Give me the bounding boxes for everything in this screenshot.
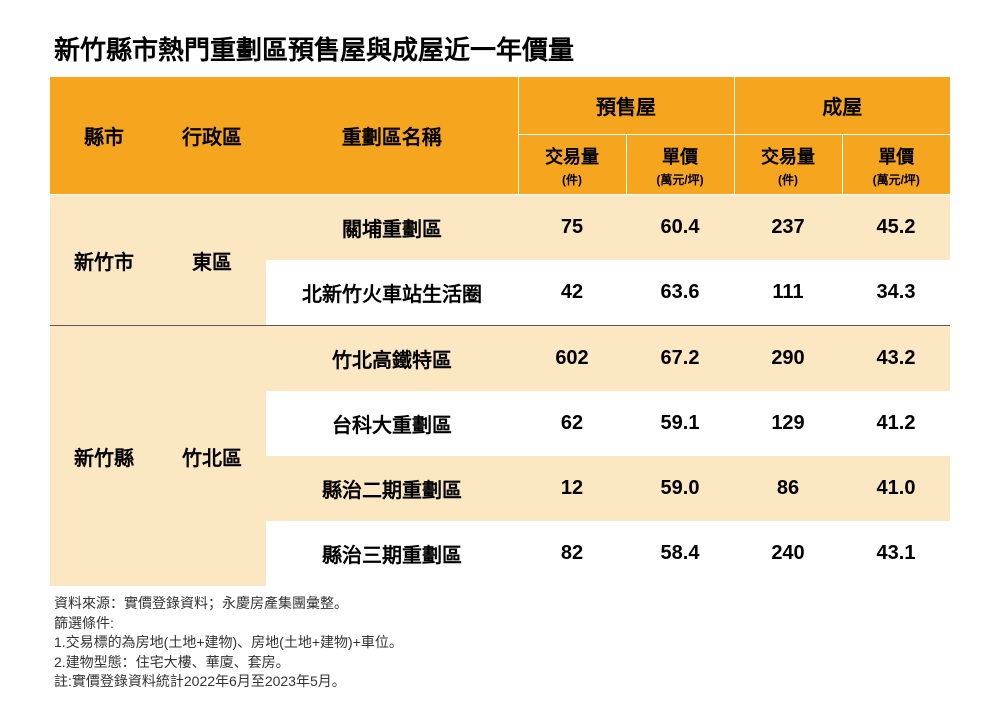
th-district: 行政區 — [158, 77, 266, 195]
cell-presale-price: 63.6 — [626, 260, 734, 326]
cell-zone: 竹北高鐵特區 — [266, 326, 518, 392]
cell-district: 東區 — [158, 195, 266, 326]
cell-zone: 縣治三期重劃區 — [266, 521, 518, 586]
footer-source: 資料來源：實價登錄資料；永慶房產集團彙整。 — [54, 594, 950, 614]
th-presale-price: 單價 (萬元/坪) — [626, 135, 734, 195]
page-title: 新竹縣市熱門重劃區預售屋與成屋近一年價量 — [54, 30, 950, 67]
cell-presale-volume: 82 — [518, 521, 626, 586]
footer-filter-title: 篩選條件: — [54, 614, 950, 634]
cell-presale-price: 59.0 — [626, 456, 734, 521]
th-label: 交易量 — [761, 147, 815, 167]
cell-built-volume: 86 — [734, 456, 842, 521]
cell-presale-price: 67.2 — [626, 326, 734, 392]
footer-note: 註:實價登錄資料統計2022年6月至2023年5月。 — [54, 672, 950, 692]
footer: 資料來源：實價登錄資料；永慶房產集團彙整。 篩選條件: 1.交易標的為房地(土地… — [50, 594, 950, 692]
th-label: 交易量 — [545, 147, 599, 167]
data-table: 縣市 行政區 重劃區名稱 預售屋 成屋 交易量 (件) 單價 (萬元/坪) 交易… — [50, 77, 950, 586]
cell-built-price: 43.2 — [842, 326, 950, 392]
th-built-volume: 交易量 (件) — [734, 135, 842, 195]
th-built-group: 成屋 — [734, 77, 950, 135]
th-unit: (件) — [523, 171, 622, 188]
cell-zone: 北新竹火車站生活圈 — [266, 260, 518, 326]
th-zone: 重劃區名稱 — [266, 77, 518, 195]
cell-presale-volume: 12 — [518, 456, 626, 521]
footer-filter2: 2.建物型態：住宅大樓、華廈、套房。 — [54, 653, 950, 673]
cell-built-volume: 129 — [734, 391, 842, 456]
th-label: 單價 — [878, 147, 914, 167]
cell-county: 新竹市 — [50, 195, 158, 326]
cell-county: 新竹縣 — [50, 326, 158, 587]
th-presale-volume: 交易量 (件) — [518, 135, 626, 195]
cell-zone: 縣治二期重劃區 — [266, 456, 518, 521]
footer-filter1: 1.交易標的為房地(土地+建物)、房地(土地+建物)+車位。 — [54, 633, 950, 653]
table-row: 新竹市東區關埔重劃區7560.423745.2 — [50, 195, 950, 261]
cell-built-volume: 237 — [734, 195, 842, 261]
th-label: 單價 — [662, 147, 698, 167]
cell-presale-volume: 75 — [518, 195, 626, 261]
cell-presale-volume: 42 — [518, 260, 626, 326]
cell-presale-price: 58.4 — [626, 521, 734, 586]
th-county: 縣市 — [50, 77, 158, 195]
cell-built-price: 34.3 — [842, 260, 950, 326]
cell-district: 竹北區 — [158, 326, 266, 587]
cell-built-volume: 240 — [734, 521, 842, 586]
cell-built-volume: 290 — [734, 326, 842, 392]
th-unit: (萬元/坪) — [631, 171, 730, 188]
th-built-price: 單價 (萬元/坪) — [842, 135, 950, 195]
th-presale-group: 預售屋 — [518, 77, 734, 135]
th-unit: (萬元/坪) — [847, 171, 947, 188]
cell-zone: 關埔重劃區 — [266, 195, 518, 261]
cell-presale-volume: 62 — [518, 391, 626, 456]
cell-presale-volume: 602 — [518, 326, 626, 392]
cell-presale-price: 59.1 — [626, 391, 734, 456]
cell-presale-price: 60.4 — [626, 195, 734, 261]
cell-built-price: 43.1 — [842, 521, 950, 586]
cell-built-price: 41.2 — [842, 391, 950, 456]
cell-zone: 台科大重劃區 — [266, 391, 518, 456]
table-row: 新竹縣竹北區竹北高鐵特區60267.229043.2 — [50, 326, 950, 392]
th-unit: (件) — [739, 171, 838, 188]
cell-built-price: 41.0 — [842, 456, 950, 521]
cell-built-volume: 111 — [734, 260, 842, 326]
cell-built-price: 45.2 — [842, 195, 950, 261]
